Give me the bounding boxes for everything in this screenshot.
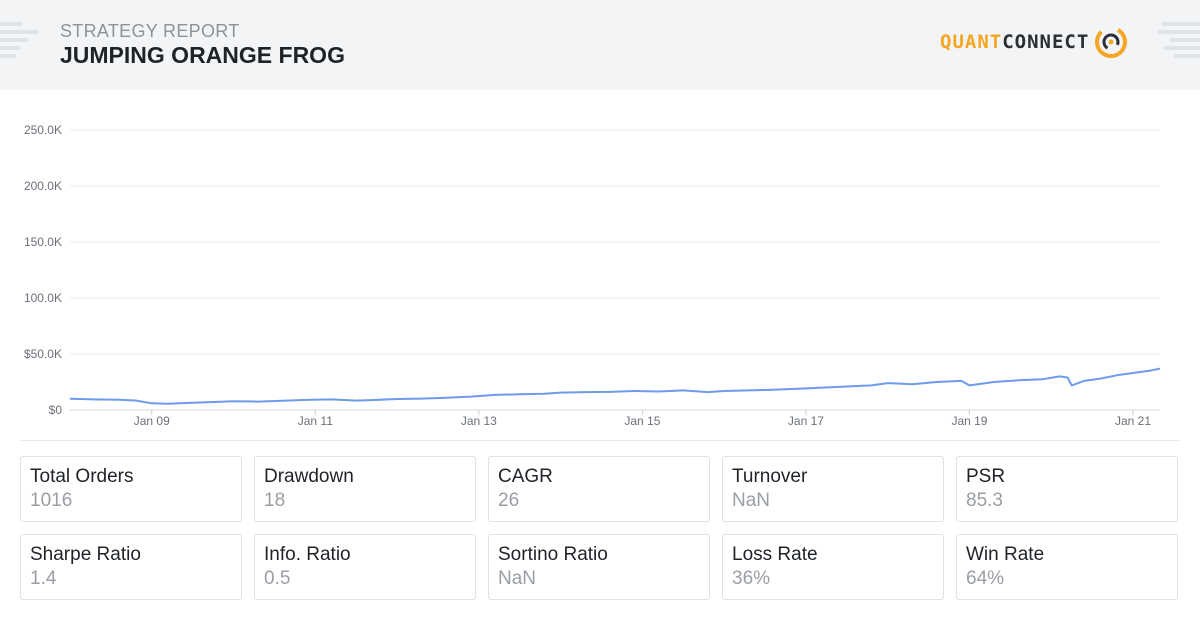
report-subtitle: STRATEGY REPORT	[60, 21, 240, 41]
metric-label: Win Rate	[966, 544, 1045, 565]
equity-chart: $0 $50.0K 100.0K 150.0K 200.0K 250.0K Jan 09 Ja…	[0, 90, 1200, 442]
metric-label: CAGR	[498, 466, 553, 487]
metric-value: 1016	[30, 490, 73, 511]
metric-value: 85.3	[966, 490, 1003, 511]
metric-card-info-ratio: Info. Ratio 0.5	[254, 534, 476, 600]
y-tick-label: 100.0K	[24, 291, 62, 305]
logo-text-connect: CONNECT	[1002, 31, 1090, 53]
strategy-title: JUMPING ORANGE FROG	[60, 42, 345, 68]
equity-line	[69, 367, 1161, 405]
metric-label: Turnover	[732, 466, 808, 487]
logo-mark-icon	[1095, 26, 1128, 58]
quantconnect-logo: QUANT CONNECT	[940, 24, 1129, 60]
metric-card-turnover: Turnover NaN	[722, 456, 944, 522]
metric-label: Info. Ratio	[264, 544, 351, 565]
metric-label: PSR	[966, 466, 1006, 487]
metric-value: NaN	[732, 490, 771, 511]
y-tick-label: $50.0K	[24, 347, 62, 361]
metric-card-sharpe-ratio: Sharpe Ratio 1.4	[20, 534, 242, 600]
metric-card-total-orders: Total Orders 1016	[20, 456, 242, 522]
x-tick-label: Jan 11	[298, 414, 333, 428]
metric-card-drawdown: Drawdown 18	[254, 456, 476, 522]
metric-card-sortino-ratio: Sortino Ratio NaN	[488, 534, 710, 600]
y-tick-label: 150.0K	[24, 235, 62, 249]
equity-chart-svg: $0 $50.0K 100.0K 150.0K 200.0K 250.0K Jan 09 Ja…	[24, 123, 1161, 428]
metric-card-win-rate: Win Rate 64%	[956, 534, 1178, 600]
metric-value: 0.5	[264, 568, 291, 589]
metric-label: Drawdown	[264, 466, 354, 487]
y-tick-label: 200.0K	[24, 179, 62, 193]
metric-value: 18	[264, 490, 286, 511]
metric-card-psr: PSR 85.3	[956, 456, 1178, 522]
metric-value: 64%	[966, 568, 1005, 589]
x-tick-label: Jan 19	[951, 414, 987, 428]
metric-value: 1.4	[30, 568, 57, 589]
metric-value: NaN	[498, 568, 537, 589]
metric-value: 36%	[732, 568, 771, 589]
metric-label: Sharpe Ratio	[30, 544, 141, 565]
x-tick-label: Jan 21	[1115, 414, 1151, 428]
x-tick-label: Jan 15	[624, 414, 660, 428]
y-tick-label: 250.0K	[24, 123, 62, 137]
metric-label: Sortino Ratio	[498, 544, 608, 565]
metric-card-cagr: CAGR 26	[488, 456, 710, 522]
x-tick-label: Jan 17	[788, 414, 824, 428]
x-tick-label: Jan 09	[134, 414, 170, 428]
metric-label: Total Orders	[30, 466, 134, 487]
logo-text-quant: QUANT	[940, 31, 1003, 53]
report-header: STRATEGY REPORT JUMPING ORANGE FROG QUAN…	[0, 0, 1200, 90]
metric-label: Loss Rate	[732, 544, 818, 565]
metric-value: 26	[498, 490, 520, 511]
section-divider	[20, 440, 1180, 441]
y-tick-label: $0	[49, 403, 63, 417]
metric-card-loss-rate: Loss Rate 36%	[722, 534, 944, 600]
x-tick-label: Jan 13	[461, 414, 497, 428]
